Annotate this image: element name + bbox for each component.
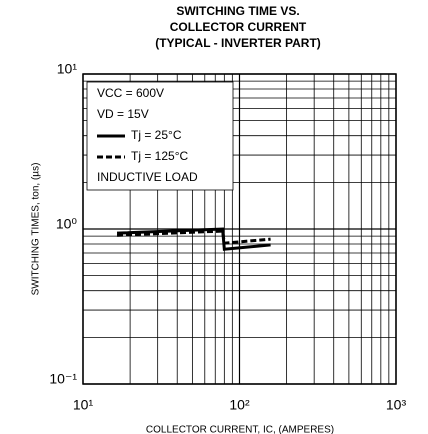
x-axis-label: COLLECTOR CURRENT, IC, (AMPERES) [146, 425, 334, 434]
legend-note: VD = 15V [97, 107, 149, 121]
chart-title: COLLECTOR CURRENT [170, 20, 307, 34]
y-tick-label: 10⁻¹ [49, 371, 77, 387]
x-tick-label: 10³ [386, 397, 407, 413]
y-axis-label: SWITCHING TIMES, ton, (µs) [31, 163, 42, 296]
x-tick-label: 10² [229, 397, 250, 413]
plot-frame [82, 73, 397, 385]
chart-title: SWITCHING TIME VS. [176, 4, 299, 18]
legend-label: Tj = 25°C [131, 128, 182, 142]
series-line [116, 229, 271, 245]
x-tick-label: 10¹ [73, 397, 94, 413]
y-tick-label: 10¹ [57, 61, 78, 77]
y-tick-label: 10⁰ [56, 216, 78, 232]
legend-note: VCC = 600V [97, 86, 164, 100]
chart-title: (TYPICAL - INVERTER PART) [155, 36, 321, 50]
legend-label: Tj = 125°C [131, 149, 188, 163]
legend-note: INDUCTIVE LOAD [97, 170, 198, 184]
